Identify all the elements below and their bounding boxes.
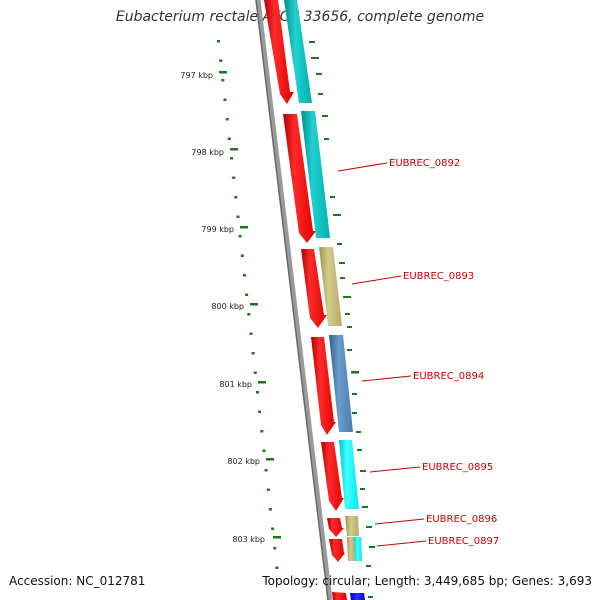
gc-dot [243,274,246,277]
gene-label[interactable]: EUBREC_0893 [403,271,474,282]
gene-block-cyan[interactable] [301,111,330,238]
gc-dot [234,196,238,199]
gc-dot [217,40,220,43]
genome-title: Eubacterium rectale ATCC 33656, complete… [115,9,485,25]
gc-dot [266,488,270,491]
gene-label[interactable]: EUBREC_0894 [413,371,484,382]
gene-label[interactable]: EUBREC_0896 [426,514,497,525]
gene-arrow-forward[interactable] [264,0,294,104]
gene-arrow-forward[interactable] [321,442,344,511]
gene-labels: EUBREC_0892 EUBREC_0893 EUBREC_0894 EUBR… [389,158,499,547]
gc-dot [275,566,279,569]
accession-text: Accession: NC_012781 [9,574,146,588]
gc-dot [223,98,227,101]
gc-dot [271,527,275,530]
kbp-label: 801 kbp [219,380,252,389]
gene-arrow-forward[interactable] [327,518,344,537]
gene-arrow-forward[interactable] [329,539,345,562]
gene-block-olive[interactable] [347,537,355,561]
kbp-label: 797 kbp [180,71,213,80]
gc-track [217,40,375,598]
gene-label-leaders [337,162,427,547]
gc-dot [225,118,229,121]
forward-gene-track [264,0,347,600]
kbp-label: 799 kbp [201,225,234,234]
gc-dot [273,547,277,550]
gene-block-olive[interactable] [319,247,342,326]
gene-block-brightcyan[interactable] [354,537,362,561]
kbp-label: 798 kbp [191,148,224,157]
gc-dot [236,215,240,218]
gene-block-olive[interactable] [345,516,359,536]
gene-block-steelblue[interactable] [329,335,353,432]
gc-dot [258,410,262,413]
gc-dot [221,79,225,82]
gene-block-blue[interactable] [350,593,365,600]
gc-dot [230,157,233,160]
gc-dot [245,293,249,296]
gc-dot [227,137,231,140]
gc-dot [232,176,236,179]
gc-dot [219,59,223,62]
gc-dot [247,313,251,316]
genome-backbone [255,0,333,600]
gc-dot [256,391,259,394]
gene-block-brightcyan[interactable] [339,440,359,509]
kbp-label: 803 kbp [232,535,265,544]
gc-dot [253,371,257,374]
gc-dot [268,508,272,511]
gc-dot [251,352,255,355]
category-gene-track [284,0,365,600]
gene-arrow-forward[interactable] [283,114,316,243]
gc-dot [260,430,264,433]
genome-stats-text: Topology: circular; Length: 3,449,685 bp… [262,574,592,588]
gene-block-cyan[interactable] [284,0,312,103]
gene-arrow-forward[interactable] [311,337,336,435]
kbp-label: 800 kbp [211,302,244,311]
gc-dot [238,235,242,238]
gene-arrow-forward[interactable] [332,592,347,600]
gene-label[interactable]: EUBREC_0892 [389,158,460,169]
gc-dot [262,449,266,452]
gene-arrow-forward[interactable] [301,249,327,328]
kbp-label: 802 kbp [227,457,260,466]
gene-label[interactable]: EUBREC_0897 [428,536,499,547]
kbp-axis: 797 kbp 798 kbp 799 kbp 800 kbp 801 kbp … [180,71,265,544]
gene-label[interactable]: EUBREC_0895 [422,462,493,473]
gc-dot [264,469,268,472]
gc-dot [249,332,253,335]
gc-dot [240,254,244,257]
